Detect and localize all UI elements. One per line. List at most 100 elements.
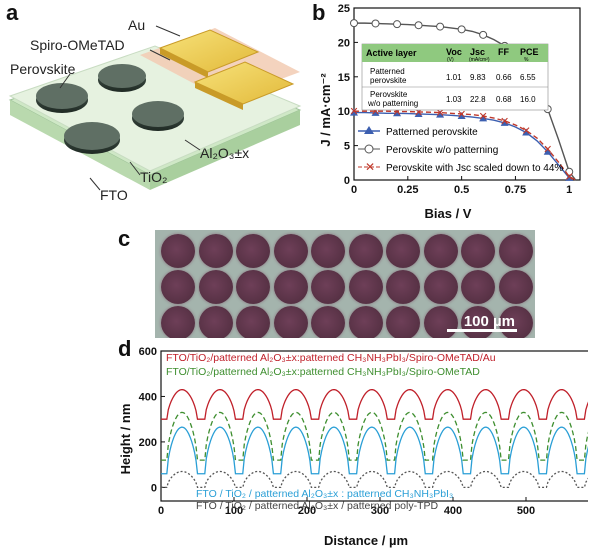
label-spiro: Spiro-OMeTAD xyxy=(30,37,125,53)
jv-point-cross: ✕ xyxy=(522,125,531,137)
table-unit-jsc: (mA/cm²) xyxy=(469,57,490,63)
legend-marker-triangle xyxy=(364,126,374,134)
perovskite-dot xyxy=(311,234,345,268)
hp-xtick-label: 100 xyxy=(225,505,243,517)
label-al2o3: Al₂O₃±x xyxy=(200,145,249,161)
annot-spiro: FTO/TiO₂/patterned Al₂O₃±x:patterned CH₃… xyxy=(166,366,480,378)
jv-ylabel: J / mA·cm⁻² xyxy=(318,73,333,147)
jv-xtick-label: 0.5 xyxy=(454,184,469,196)
jv-point-circle xyxy=(479,30,488,39)
perovskite-dot xyxy=(198,270,233,304)
jv-point-circle xyxy=(393,20,402,29)
table-header-voc: Voc xyxy=(446,47,462,57)
hp-xlabel: Distance / µm xyxy=(324,533,408,548)
table-unit-pce: % xyxy=(524,57,529,63)
perovskite-dot xyxy=(498,234,533,268)
jv-point-triangle xyxy=(350,108,358,116)
annot-polytpd: FTO / TiO₂ / patterned Al₂O₃±x / pattern… xyxy=(196,500,439,512)
jv-point-circle xyxy=(350,19,358,28)
jv-point-circle xyxy=(436,22,445,31)
annot-au: FTO/TiO₂/patterned Al₂O₃±x:patterned CH₃… xyxy=(166,352,496,364)
jv-point-triangle xyxy=(543,147,552,155)
perovskite-dot xyxy=(461,306,495,338)
jv-point-triangle xyxy=(479,114,488,122)
label-fto: FTO xyxy=(100,187,128,203)
perovskite-dot xyxy=(461,234,495,268)
panel-letter-c: c xyxy=(118,226,131,251)
panel-letter-a: a xyxy=(6,0,19,25)
jv-point-cross: ✕ xyxy=(392,107,401,119)
jv-point-cross: ✕ xyxy=(457,109,466,121)
row1-voc: 1.01 xyxy=(446,73,462,82)
label-tio2: TiO₂ xyxy=(140,169,167,185)
perovskite-dot xyxy=(236,234,270,268)
jv-frame xyxy=(353,7,581,181)
perovskite-dot xyxy=(386,234,420,268)
jv-ytick-label: 10 xyxy=(338,106,350,118)
hp-xtick-label: 300 xyxy=(371,505,389,517)
hp-series-line xyxy=(161,470,588,489)
legend-marker-circle xyxy=(364,144,374,154)
row1-pce: 6.55 xyxy=(520,73,536,82)
table-header-active: Active layer xyxy=(366,48,417,58)
row2-pce: 16.0 xyxy=(520,95,536,104)
hp-ylabel: Height / nm xyxy=(118,404,133,475)
hp-series-line xyxy=(161,389,588,420)
perovskite-pillars xyxy=(36,64,184,154)
perovskite-dot xyxy=(161,270,195,304)
jv-table: Active layer Voc Jsc FF PCE (V) (mA/cm²)… xyxy=(361,43,549,111)
jv-point-triangle xyxy=(565,173,574,181)
jv-point-circle xyxy=(414,21,423,30)
panel-letter-b: b xyxy=(312,0,326,25)
jv-point-triangle xyxy=(393,109,402,117)
perovskite-dot xyxy=(236,270,270,304)
scale-bar xyxy=(447,329,517,332)
panel-letter-d: d xyxy=(118,336,132,361)
label-au: Au xyxy=(128,17,145,33)
hp-ytick-label: 400 xyxy=(139,391,157,403)
row1-jsc: 9.83 xyxy=(470,73,486,82)
hp-xtick-label: 400 xyxy=(444,505,462,517)
jv-point-cross: ✕ xyxy=(435,108,444,120)
hp-series-line xyxy=(161,426,588,475)
hp-xtick-label: 0 xyxy=(158,505,164,517)
perovskite-dot xyxy=(461,270,495,304)
jv-point-cross: ✕ xyxy=(565,172,574,184)
row2-jsc: 22.8 xyxy=(470,95,486,104)
row2-name2: w/o patterning xyxy=(367,99,418,108)
jv-xtick-label: 0.75 xyxy=(505,184,526,196)
row2-voc: 1.03 xyxy=(446,95,462,104)
jv-point-cross: ✕ xyxy=(371,106,380,118)
jv-point-triangle xyxy=(371,108,380,116)
perovskite-dot xyxy=(273,306,308,338)
table-header-jsc: Jsc xyxy=(470,47,485,57)
perovskite-dot xyxy=(161,234,195,268)
legend-marker-cross: ✕ xyxy=(365,160,375,174)
jv-legend: Patterned perovskite Perovskite w/o patt… xyxy=(358,126,563,174)
row1-name2: perovskite xyxy=(370,76,407,85)
jv-point-cross: ✕ xyxy=(414,107,423,119)
micrograph: 100 µm xyxy=(155,230,535,338)
au-electrode-2 xyxy=(193,61,295,105)
legend-unpatterned: Perovskite w/o patterning xyxy=(386,145,498,156)
jv-point-circle xyxy=(371,19,380,28)
scale-bar-label: 100 µm xyxy=(463,313,515,330)
perovskite-dot xyxy=(236,306,270,338)
jv-ytick-label: 25 xyxy=(338,3,350,15)
hp-xtick-label: 500 xyxy=(517,505,535,517)
row2-ff: 0.68 xyxy=(496,95,512,104)
height-profile-chart: 01002003004005006000200400600 Distance /… xyxy=(118,346,588,548)
perovskite-dot xyxy=(498,270,533,304)
jv-series-line xyxy=(354,110,577,181)
jv-series-line xyxy=(354,111,572,181)
hp-xtick-label: 200 xyxy=(298,505,316,517)
perovskite-dot xyxy=(348,270,383,304)
table-header-pce: PCE xyxy=(520,47,539,57)
label-perovskite: Perovskite xyxy=(10,61,76,77)
jv-xtick-label: 0.25 xyxy=(397,184,418,196)
perovskite-dot xyxy=(386,270,420,304)
jv-point-triangle xyxy=(414,109,423,117)
jv-ytick-label: 15 xyxy=(338,72,350,84)
jv-point-circle xyxy=(457,25,466,34)
perovskite-dot xyxy=(423,306,458,338)
